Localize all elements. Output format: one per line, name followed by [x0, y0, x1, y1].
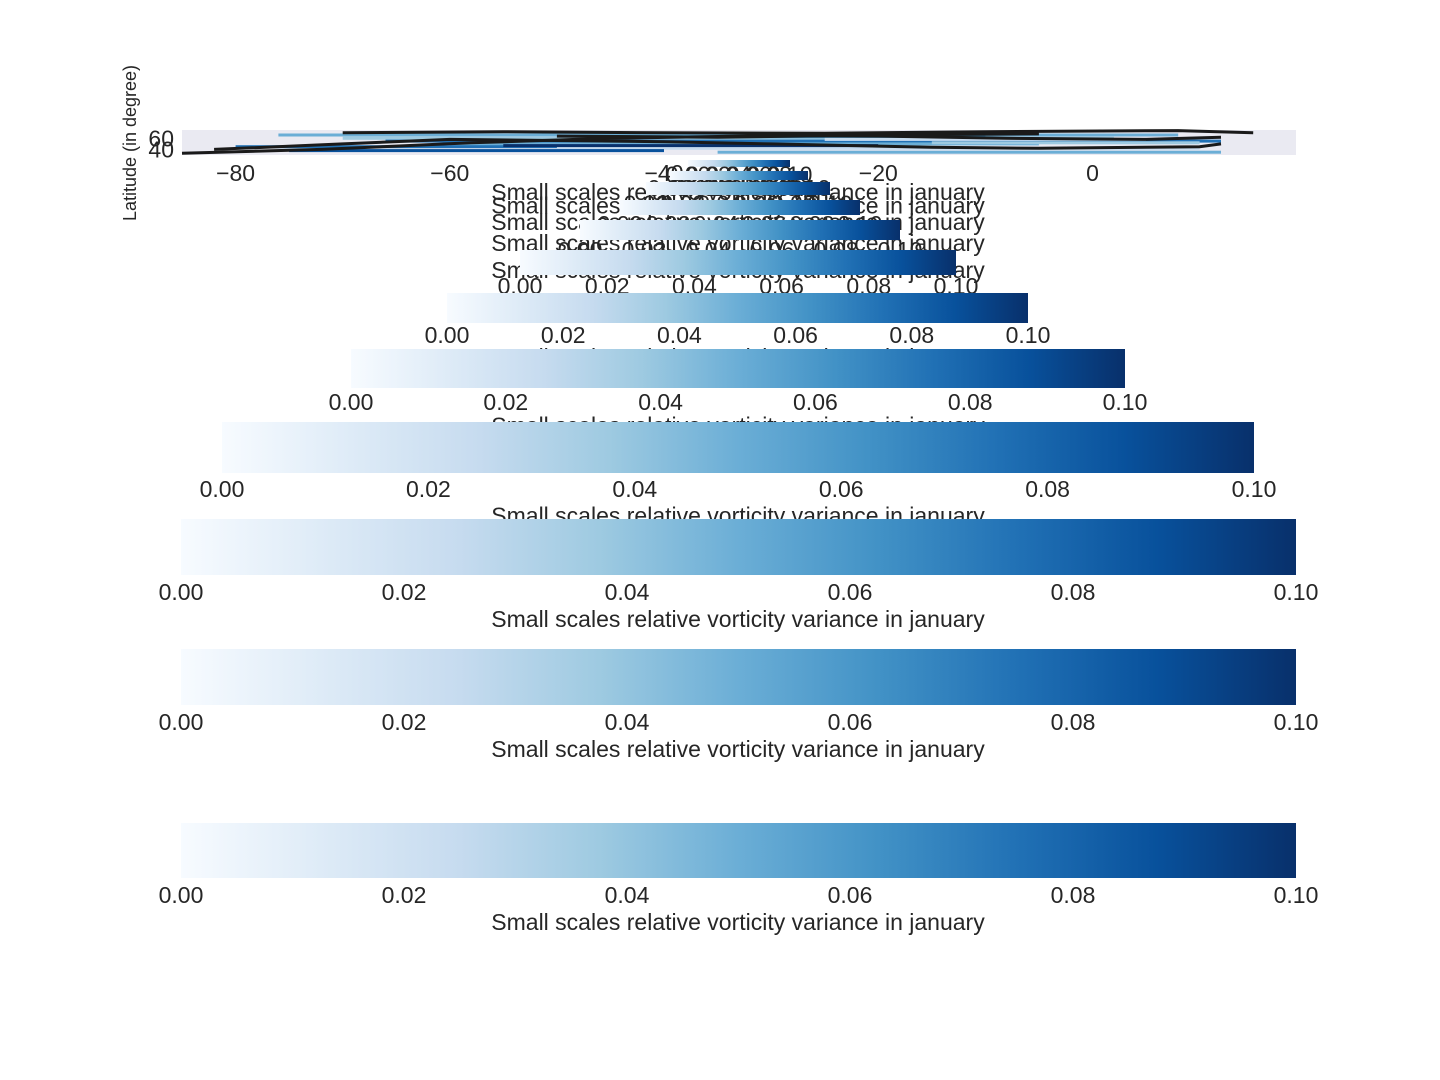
colorbars: 0.00 0.02 0.04 0.06 0.08 0.10 Small scales rel… — [159, 160, 1319, 935]
colorbar-tick-label: 0.10 — [1274, 709, 1319, 735]
colorbar-gradient — [222, 422, 1254, 473]
colorbar-9: 0.00 0.02 0.04 0.06 0.08 0.10 Small scales rel… — [159, 519, 1319, 632]
map-x-tick-label: −80 — [216, 160, 255, 186]
colorbar-gradient — [520, 250, 956, 275]
colorbar-tick-label: 0.08 — [1051, 709, 1096, 735]
colorbar-gradient — [447, 293, 1028, 323]
colorbar-gradient — [620, 200, 860, 215]
colorbar-tick-label: 0.00 — [159, 882, 204, 908]
colorbar-tick-label: 0.10 — [1274, 579, 1319, 605]
map-x-tick-label: −20 — [859, 160, 898, 186]
colorbar-gradient — [351, 349, 1125, 388]
map-y-tick-label: 40 — [148, 136, 174, 162]
colorbar-tick-label: 0.02 — [382, 709, 427, 735]
colorbar-tick-label: 0.00 — [329, 389, 374, 415]
colorbar-tick-label: 0.10 — [1232, 476, 1277, 502]
colorbar-tick-label: 0.10 — [1274, 882, 1319, 908]
colorbar-tick-label: 0.02 — [483, 389, 528, 415]
colorbar-label: Small scales relative vorticity variance… — [491, 736, 985, 762]
colorbar-tick-label: 0.06 — [828, 882, 873, 908]
colorbar-gradient — [670, 171, 808, 180]
map-x-tick-label: −60 — [430, 160, 469, 186]
colorbar-tick-label: 0.10 — [1103, 389, 1148, 415]
coastlines — [181, 129, 1254, 155]
colorbar-tick-label: 0.04 — [605, 709, 650, 735]
coastline-1 — [342, 129, 1254, 135]
colorbar-tick-label: 0.02 — [541, 322, 586, 348]
colorbar-tick-label: 0.04 — [612, 476, 657, 502]
colorbar-label: Small scales relative vorticity variance… — [491, 606, 985, 632]
colorbar-tick-label: 0.08 — [948, 389, 993, 415]
colorbar-tick-label: 0.02 — [406, 476, 451, 502]
colorbar-gradient — [646, 182, 830, 195]
colorbar-tick-label: 0.06 — [828, 709, 873, 735]
coastline-3 — [556, 132, 1039, 139]
colorbar-tick-label: 0.06 — [793, 389, 838, 415]
field-strip-7 — [717, 150, 1221, 154]
colorbar-tick-label: 0.04 — [638, 389, 683, 415]
coastline-2 — [214, 137, 1222, 151]
field-strip-11 — [931, 141, 1200, 145]
colorbar-gradient — [580, 220, 900, 240]
colorbar-tick-label: 0.02 — [382, 579, 427, 605]
map-x-tick-label: 0 — [1086, 160, 1099, 186]
field-strip-5 — [556, 146, 1200, 150]
field-strip-2 — [385, 139, 1221, 143]
colorbar-tick-label: 0.00 — [425, 322, 470, 348]
colorbar-tick-label: 0.08 — [889, 322, 934, 348]
colorbar-gradient — [181, 649, 1296, 705]
colorbar-tick-label: 0.08 — [1051, 882, 1096, 908]
colorbar-tick-label: 0.04 — [605, 882, 650, 908]
colorbar-gradient — [688, 160, 790, 167]
colorbar-tick-label: 0.00 — [159, 579, 204, 605]
colorbar-tick-label: 0.08 — [1025, 476, 1070, 502]
map-y-axis-label: Latitude (in degree) — [120, 65, 140, 221]
colorbar-11: 0.00 0.02 0.04 0.06 0.08 0.10 Small scales rel… — [159, 823, 1319, 935]
map-x-ticks: −80 −60 −40 −20 0 — [216, 160, 1099, 186]
colorbar-tick-label: 0.00 — [159, 709, 204, 735]
field-strip-10 — [503, 144, 879, 148]
map-y-tick-label: 60 — [148, 125, 174, 151]
colorbar-tick-label: 0.00 — [200, 476, 245, 502]
colorbar-tick-label: 0.06 — [828, 579, 873, 605]
colorbar-gradient — [181, 519, 1296, 575]
colorbar-tick-label: 0.04 — [605, 579, 650, 605]
colorbar-tick-label: 0.08 — [1051, 579, 1096, 605]
colorbar-tick-label: 0.06 — [773, 322, 818, 348]
colorbar-tick-label: 0.04 — [657, 322, 702, 348]
colorbar-10: 0.00 0.02 0.04 0.06 0.08 0.10 Small scales rel… — [159, 649, 1319, 762]
colorbar-label: Small scales relative vorticity variance… — [491, 909, 985, 935]
colorbar-tick-label: 0.06 — [819, 476, 864, 502]
colorbar-gradient — [181, 823, 1296, 878]
field-strip-6 — [289, 149, 664, 153]
colorbar-tick-label: 0.10 — [1006, 322, 1051, 348]
colorbar-tick-label: 0.02 — [382, 882, 427, 908]
